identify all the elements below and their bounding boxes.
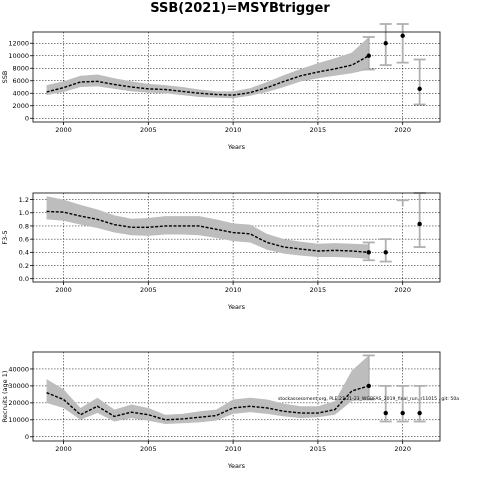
rec-yaxis-label: Recruits (age 1) (1, 371, 9, 423)
f-xaxis-label: Years (227, 303, 246, 311)
ssb-ytick-label: 8000 (12, 65, 29, 73)
ssb-yaxis-label: SSB (1, 71, 9, 84)
ssb-point (366, 53, 371, 58)
rec-xtick-label: 2010 (225, 445, 242, 453)
rec-ytick-label: 20000 (8, 399, 29, 407)
f-ytick-label: 0.6 (19, 235, 29, 243)
rec-xaxis-label: Years (227, 462, 246, 470)
f-line (46, 210, 369, 254)
rec-xtick-label: 2015 (310, 445, 327, 453)
f-ytick-label: 1.0 (19, 209, 29, 217)
rec-xtick-label: 2020 (394, 445, 411, 453)
ssb-ytick-label: 10000 (8, 52, 29, 60)
ssb-xtick-label: 2000 (55, 126, 72, 134)
f-projection-point (383, 250, 388, 255)
rec-axes-frame (32, 351, 441, 442)
ssb-projection-point (417, 86, 422, 92)
figure-title: SSB(2021)=MSYBtrigger (150, 1, 330, 16)
f-ytick-label: 0.2 (19, 262, 29, 270)
rec-ytick-label: 30000 (8, 382, 29, 390)
ssb-projection-point (383, 41, 388, 46)
f-ytick-label: 0.8 (19, 222, 29, 230)
f-point (366, 250, 371, 255)
rec-ytick-label: 0 (25, 433, 29, 441)
f-xtick-label: 2010 (225, 286, 242, 294)
ssb-xtick-label: 2020 (394, 126, 411, 134)
ssb-ytick-label: 2000 (12, 102, 29, 110)
f-xtick-label: 2000 (55, 286, 72, 294)
ssb-xtick-label: 2005 (140, 126, 157, 134)
ssb-panel: 2000 2005 2010 2015 2020 0 2000 4000 6000 8000 100… (1, 23, 441, 151)
rec-projection-point (400, 410, 405, 416)
f-axes-frame (32, 192, 441, 283)
rec-projection-point (383, 410, 388, 416)
f-xtick-label: 2005 (140, 286, 157, 294)
ssb-xaxis-label: Years (227, 143, 246, 151)
ssb-projection-point (400, 33, 405, 38)
rec-point (366, 383, 371, 389)
ssb-xtick-label: 2015 (310, 126, 327, 134)
rec-ytick-label: 40000 (8, 365, 29, 373)
f-ytick-label: 0.4 (19, 249, 29, 257)
ssb-ytick-label: 4000 (12, 90, 29, 98)
rec-annotation: stockassessment.org, PLE.27.21-23_WGBFAS… (278, 396, 459, 402)
f-xtick-label: 2015 (310, 286, 327, 294)
f-xtick-label: 2020 (394, 286, 411, 294)
recruitment-panel: 2000 2005 2010 2015 2020 0 10000 20000 30000 4000… (1, 351, 459, 470)
ssb-ytick-label: 12000 (8, 40, 29, 48)
ssb-xtick-label: 2010 (225, 126, 242, 134)
ssb-line (46, 55, 370, 96)
rec-ytick-label: 10000 (8, 416, 29, 424)
ssb-ytick-label: 6000 (12, 77, 29, 85)
ssb-band (46, 37, 369, 99)
f-ytick-label: 0.0 (19, 275, 29, 283)
ssb-ytick-label: 0 (25, 115, 29, 123)
fishing-mortality-panel: 2000 2005 2010 2015 2020 0.0 0.2 0.4 0.6 0.8 1.0 1.… (1, 192, 441, 311)
f-ytick-label: 1.2 (19, 196, 29, 204)
rec-band (46, 355, 369, 425)
rec-projection-point (417, 410, 422, 416)
f-yaxis-label: F3-5 (1, 230, 9, 244)
rec-xtick-label: 2005 (140, 445, 157, 453)
rec-xtick-label: 2000 (55, 445, 72, 453)
ssb-axes-frame (32, 31, 441, 123)
f-projection-point (417, 221, 422, 227)
